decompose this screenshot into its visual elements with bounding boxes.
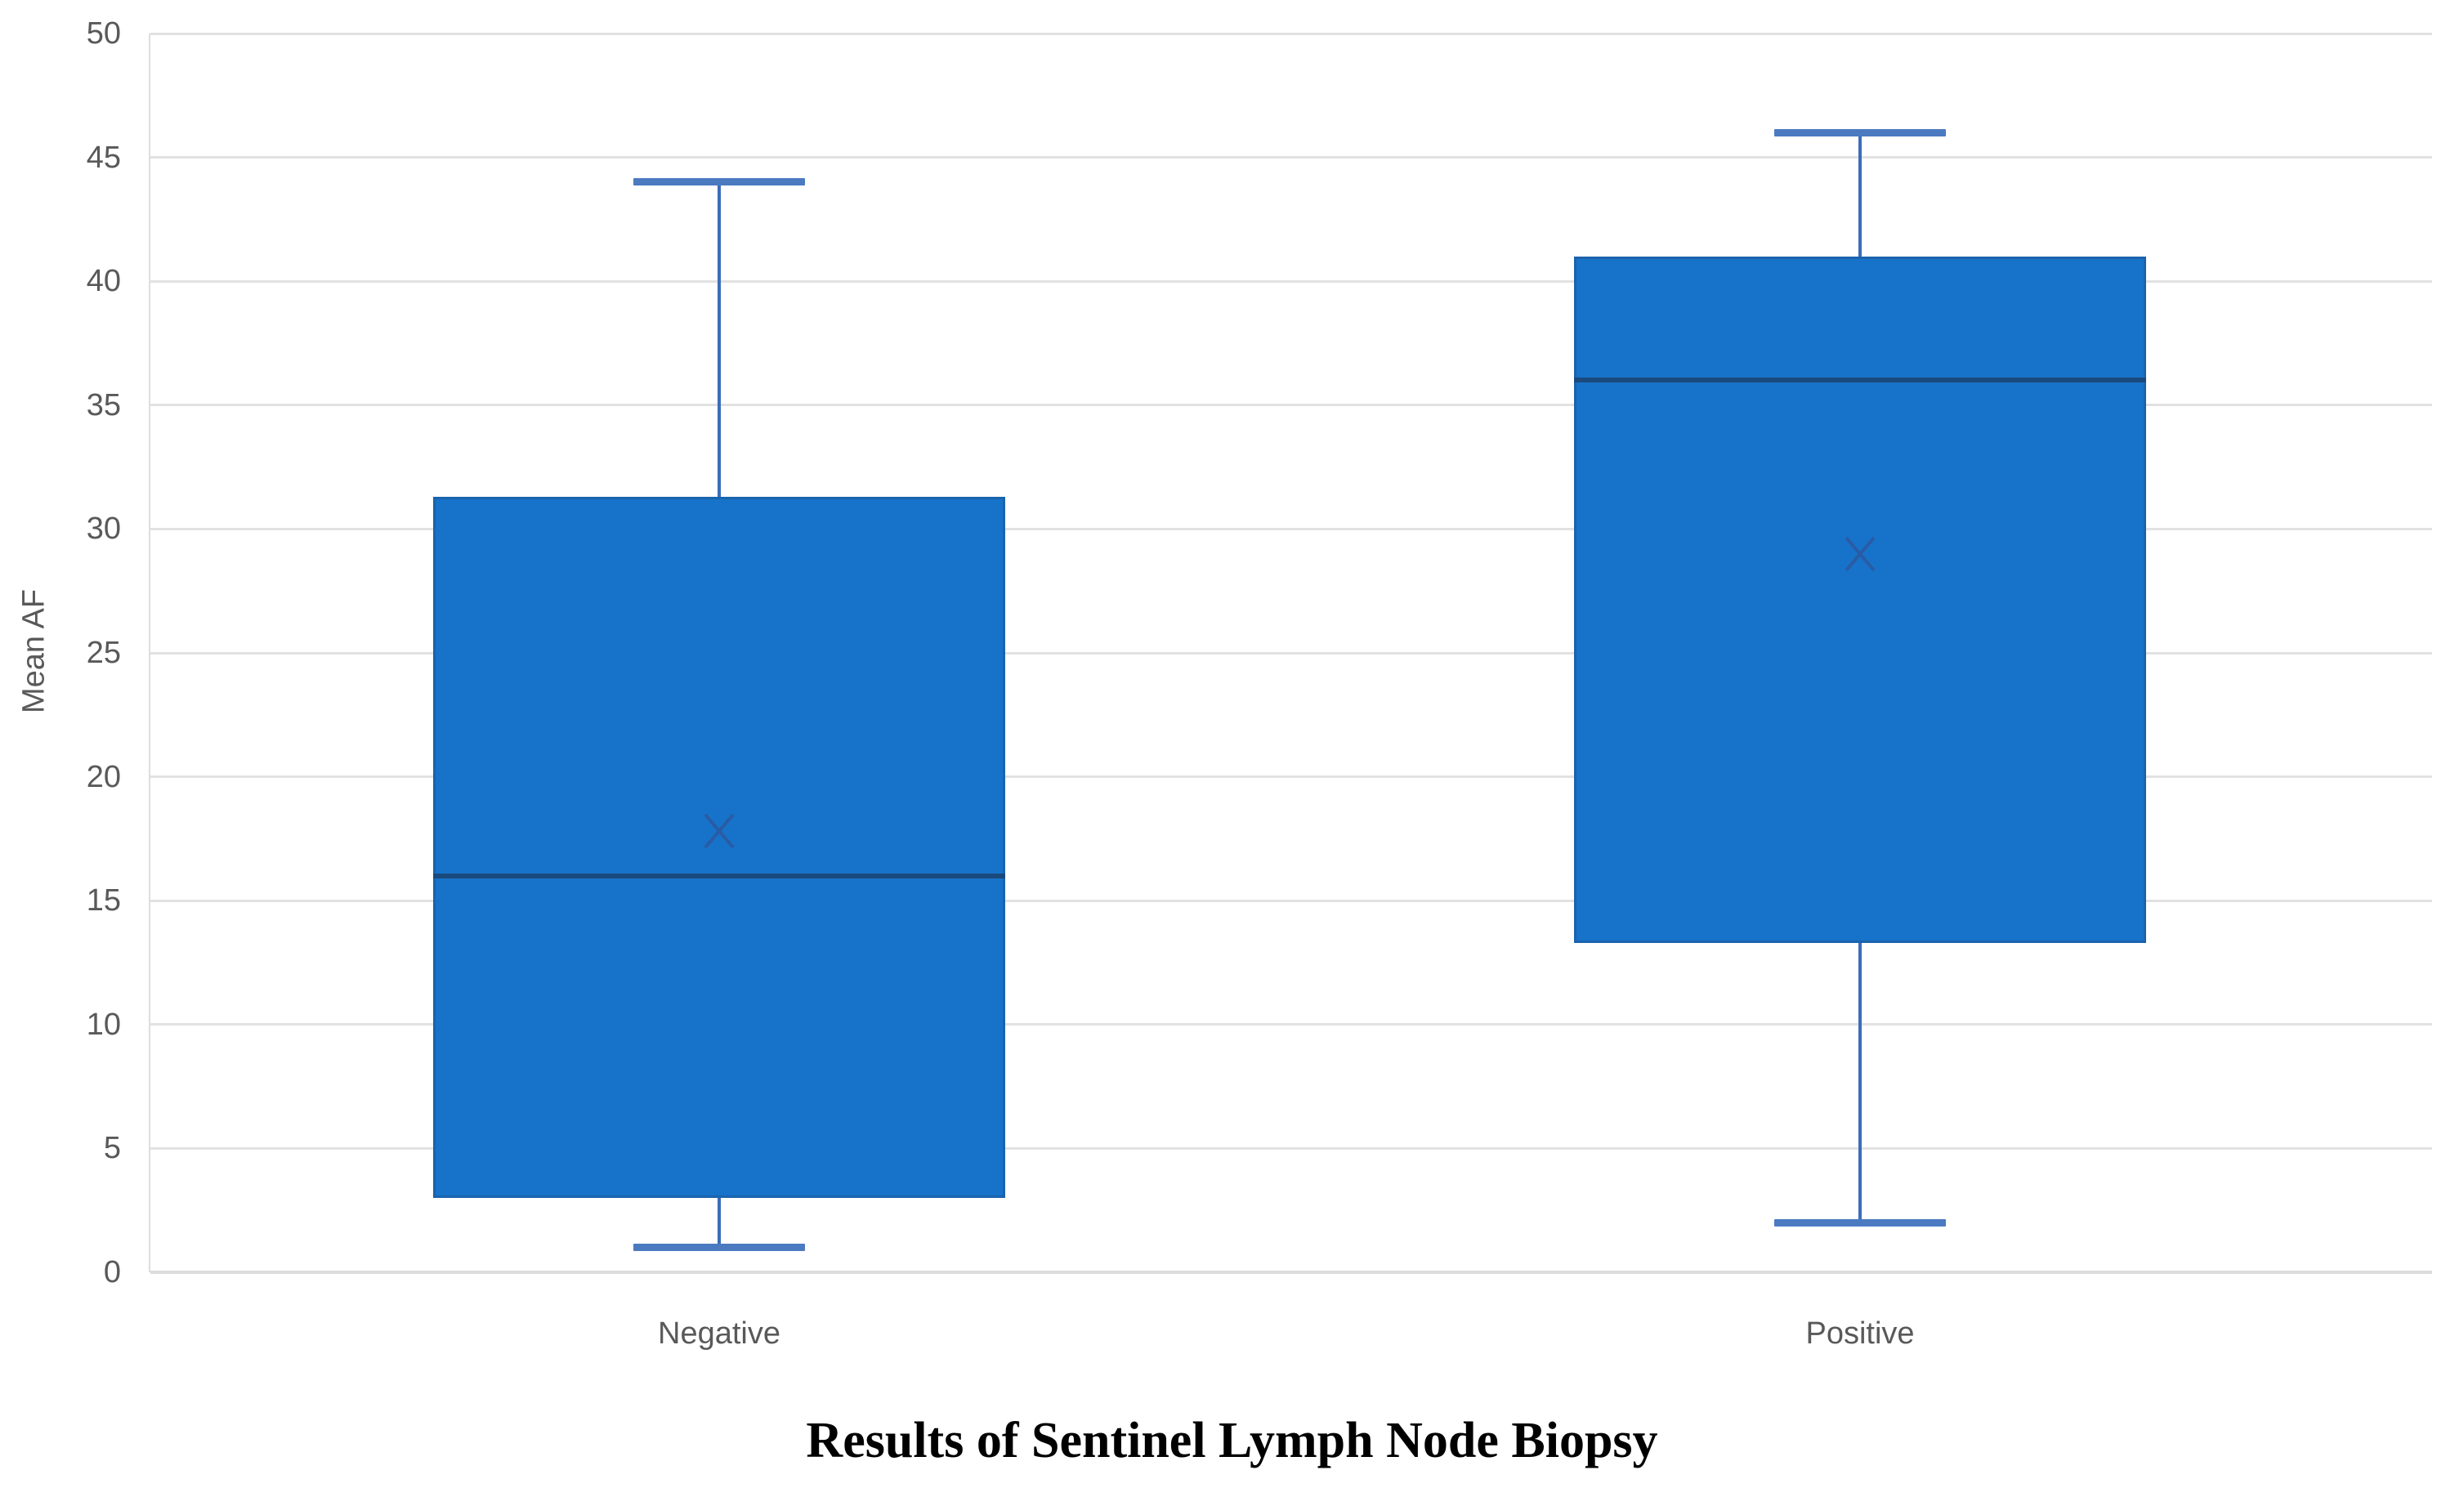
median-line-negative (433, 873, 1005, 878)
gridline-y-15 (150, 899, 2432, 902)
mean-marker-positive (1842, 534, 1878, 574)
gridline-y-50 (150, 32, 2432, 35)
y-tick-label-30: 30 (86, 512, 121, 547)
gridline-y-25 (150, 651, 2432, 655)
gridline-y-10 (150, 1023, 2432, 1026)
x-tick-label-negative: Negative (658, 1316, 780, 1351)
y-tick-label-20: 20 (86, 759, 121, 794)
y-tick-label-50: 50 (86, 16, 121, 51)
y-tick-label-5: 5 (103, 1131, 121, 1166)
chart-title: Results of Sentinel Lymph Node Biopsy (806, 1413, 1658, 1468)
y-axis-title: Mean AF (16, 588, 51, 714)
upper-whisker-stem-negative (718, 181, 721, 497)
y-tick-label-10: 10 (86, 1007, 121, 1042)
mean-marker-negative (701, 811, 737, 851)
gridline-y-0 (150, 1271, 2432, 1274)
lower-whisker-cap-positive (1774, 1218, 1946, 1227)
lower-whisker-stem-negative (718, 1198, 721, 1248)
plot-area (149, 32, 2432, 1274)
upper-whisker-cap-negative (633, 178, 805, 186)
box-negative (433, 496, 1005, 1199)
lower-whisker-stem-positive (1858, 942, 1862, 1223)
y-tick-label-40: 40 (86, 264, 121, 299)
upper-whisker-cap-positive (1774, 128, 1946, 136)
y-tick-label-25: 25 (86, 636, 121, 670)
gridline-y-5 (150, 1146, 2432, 1150)
gridline-y-40 (150, 279, 2432, 283)
y-tick-label-15: 15 (86, 883, 121, 918)
gridline-y-45 (150, 156, 2432, 159)
x-tick-label-positive: Positive (1805, 1316, 1915, 1351)
y-tick-label-45: 45 (86, 140, 121, 175)
gridline-y-20 (150, 775, 2432, 779)
gridline-y-30 (150, 527, 2432, 530)
median-line-positive (1574, 378, 2146, 383)
y-tick-label-35: 35 (86, 387, 121, 422)
box-positive (1574, 256, 2146, 943)
y-tick-label-0: 0 (103, 1255, 121, 1289)
gridline-y-35 (150, 404, 2432, 407)
lower-whisker-cap-negative (633, 1244, 805, 1252)
upper-whisker-stem-positive (1858, 132, 1862, 257)
